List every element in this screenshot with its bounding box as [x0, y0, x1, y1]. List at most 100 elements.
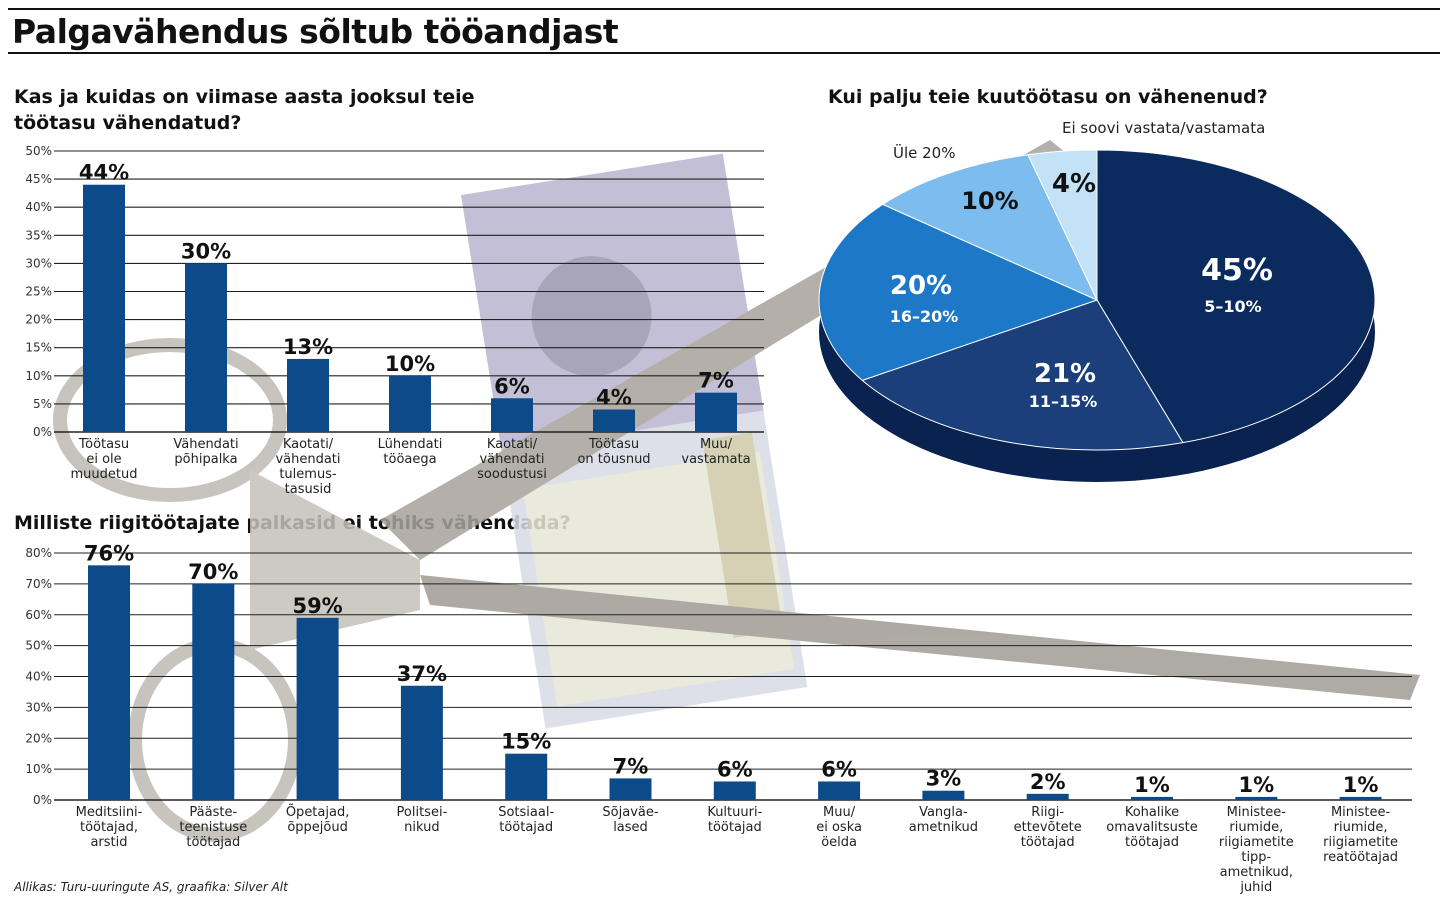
chart3-bar — [400, 685, 443, 800]
chart3-bar — [192, 583, 235, 800]
chart1-ytick-label: 25% — [25, 285, 52, 299]
chart1-category-label: Kaotati/vähendati soodustusi — [477, 437, 547, 482]
chart1-value-label: 10% — [385, 352, 435, 376]
chart3-category-label: Kultuuri-töötajad — [707, 805, 762, 835]
chart2-outside-label: Üle 20% — [893, 143, 955, 162]
chart2-slice-sublabel: 16–20% — [890, 307, 959, 326]
chart3-ytick-label: 20% — [25, 731, 52, 745]
chart1-value-label: 44% — [79, 161, 129, 185]
chart3-category-label: Sõjaväe-lased — [602, 805, 658, 835]
chart3-value-label: 1% — [1238, 773, 1274, 797]
decor-illustration — [53, 140, 1420, 842]
chart1-category-label: Töötasu on tõusnud — [577, 437, 650, 467]
chart3-bar — [1131, 796, 1173, 800]
chart3-value-label: 3% — [926, 767, 962, 791]
chart3-ytick-label: 10% — [25, 762, 52, 776]
chart3-category-label: Politsei-nikud — [397, 805, 448, 835]
chart3-value-label: 70% — [188, 560, 238, 584]
chart2-slice-sublabel: 11–15% — [1029, 392, 1098, 411]
chart3-category-label: Vangla-ametnikud — [909, 805, 978, 835]
chart2-slice-label: 20% — [890, 271, 952, 301]
chart1-value-label: 13% — [283, 335, 333, 359]
chart1-bar — [83, 184, 125, 432]
chart1-category-label: Töötasu ei ole muudetud — [71, 437, 138, 482]
chart1-ytick-label: 10% — [25, 369, 52, 383]
chart1-ytick-label: 45% — [25, 172, 52, 186]
chart1-ytick-label: 40% — [25, 200, 52, 214]
chart2-slice-label: 4% — [1052, 169, 1096, 199]
chart2-pie-slice — [1027, 149, 1098, 301]
chart3-value-label: 2% — [1030, 770, 1066, 794]
chart2-pie-slice — [818, 203, 1099, 381]
chart3-value-label: 76% — [84, 541, 134, 565]
chart1-title-line-1: Kas ja kuidas on viimase aasta jooksul t… — [14, 86, 475, 108]
chart3-category-label: Riigi-ettevõtete töötajad — [1014, 805, 1082, 850]
chart3-category-label: Õpetajad, õppejõud — [286, 804, 350, 835]
chart1-value-label: 30% — [181, 239, 231, 263]
chart1-category-label: Kaotati/vähendati tulemus-tasusid — [275, 437, 340, 497]
chart1-ytick-label: 0% — [33, 425, 52, 439]
chart3-ytick-label: 50% — [25, 639, 52, 653]
chart1-ytick-label: 30% — [25, 256, 52, 270]
chart2-pie-slice — [1096, 149, 1376, 444]
chart3-category-label: Ministee-riumide, riigiametite reatöötajad — [1323, 805, 1398, 865]
chart3-bar — [609, 778, 652, 800]
chart3-bar — [1235, 796, 1278, 800]
chart1-bar — [593, 409, 635, 432]
chart1-category-label: Muu/vastamata — [681, 437, 750, 467]
title-underline — [8, 52, 1440, 54]
chart1-value-label: 4% — [596, 386, 632, 410]
chart3-ytick-label: 40% — [25, 670, 52, 684]
chart2-pie-slice — [861, 299, 1184, 451]
chart1-value-label: 6% — [494, 374, 530, 398]
top-rule — [8, 8, 1440, 10]
chart2-slice-label: 21% — [1034, 359, 1096, 389]
chart3-bar — [296, 617, 339, 800]
chart1-title-line-2: töötasu vähendatud? — [14, 112, 242, 134]
chart3-bar — [505, 753, 548, 800]
chart2-slice-label: 45% — [1201, 253, 1273, 288]
chart3-category-label: Ministee-riumide, riigiametite tipp-ametni… — [1219, 805, 1294, 895]
chart1-bar — [491, 398, 533, 432]
source-note: Allikas: Turu-uuringute AS, graafika: Si… — [14, 880, 288, 894]
chart3-bar — [713, 781, 756, 800]
chart2-slice-sublabel: 5–10% — [1204, 297, 1261, 316]
chart3-bar — [1026, 793, 1069, 800]
chart2-pie-slice — [881, 154, 1099, 302]
chart3-bar: 0% 10% 20% 30% 40% 50% 60% 70% 80% 76% Meditsiini-… — [25, 541, 1412, 895]
chart1-bar — [695, 392, 737, 432]
chart3-ytick-label: 70% — [25, 577, 52, 591]
chart3-category-label: Muu/ei oska öelda — [816, 805, 862, 850]
chart1-bar — [389, 375, 431, 432]
chart3-bar — [1339, 796, 1382, 800]
chart1-bar — [185, 263, 227, 432]
chart3-ytick-label: 0% — [33, 793, 52, 807]
chart3-value-label: 7% — [613, 754, 649, 778]
chart3-bar — [818, 781, 861, 800]
chart1-title: Kas ja kuidas on viimase aasta jooksul t… — [14, 84, 475, 136]
chart3-value-label: 37% — [397, 662, 447, 686]
chart1-category-label: Lühendati tööaega — [378, 437, 443, 467]
chart1-ytick-label: 50% — [25, 144, 52, 158]
chart3-bar — [88, 565, 130, 800]
chart3-category-label: Pääste-teenistuse töötajad — [179, 805, 247, 850]
chart2-outside-label: Ei soovi vastata/vastamata — [1062, 119, 1265, 137]
page-title: Palgavähendus sõltub tööandjast — [12, 12, 619, 51]
chart2-pie: 45% 5–10% 21% 11–15% 20% 16–20% 10% 4% Üle 20% Ei… — [818, 119, 1376, 482]
chart1-value-label: 7% — [698, 369, 734, 393]
chart1-ytick-label: 5% — [33, 397, 52, 411]
chart2-slice-label: 10% — [961, 187, 1018, 215]
chart1-ytick-label: 15% — [25, 341, 52, 355]
chart1-ytick-label: 20% — [25, 313, 52, 327]
chart3-value-label: 59% — [292, 594, 342, 618]
chart1-category-label: Vähendati põhipalka — [173, 437, 238, 467]
chart1-bar — [287, 358, 329, 432]
chart3-value-label: 1% — [1343, 773, 1379, 797]
chart3-category-label: Sotsiaal-töötajad — [498, 805, 554, 835]
chart3-category-label: Meditsiini-töötajad, arstid — [76, 805, 143, 850]
chart3-ytick-label: 80% — [25, 546, 52, 560]
chart2-title: Kui palju teie kuutöötasu on vähenenud? — [828, 86, 1268, 108]
chart3-ytick-label: 60% — [25, 608, 52, 622]
chart3-category-label: Kohalike omavalitsuste töötajad — [1106, 805, 1197, 850]
